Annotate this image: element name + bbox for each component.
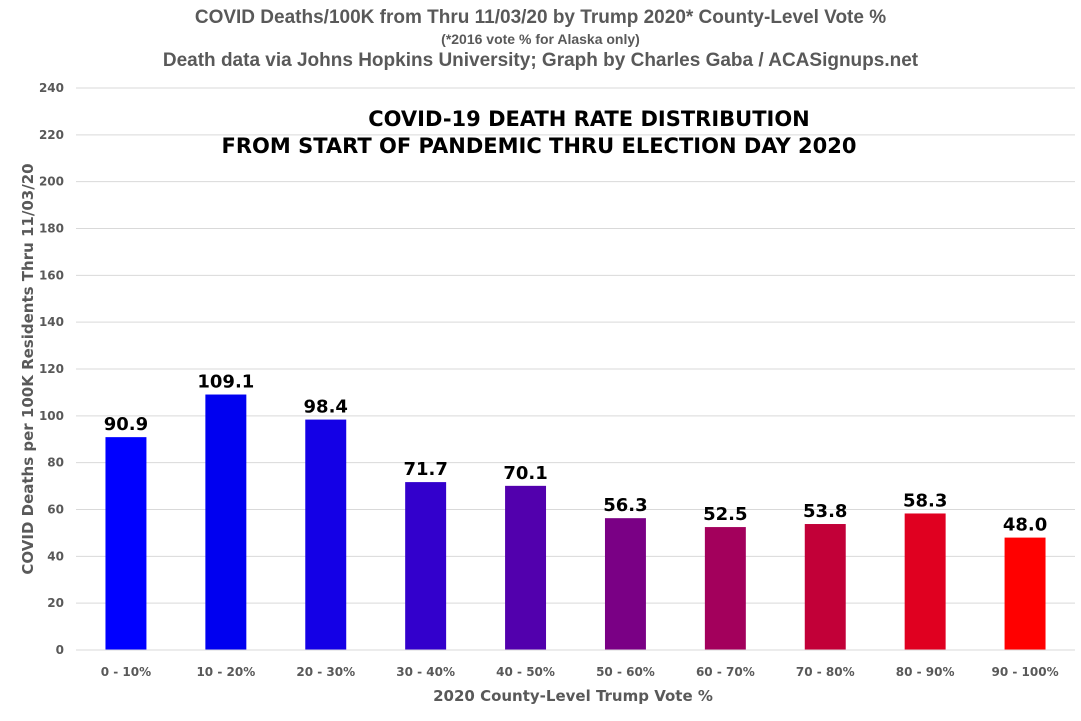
y-tick-label: 0 [56, 643, 64, 657]
y-tick-label: 160 [39, 268, 64, 282]
bar [105, 437, 147, 650]
x-tick-label: 60 - 70% [696, 665, 755, 679]
y-tick-label: 220 [39, 128, 64, 142]
data-label: 109.1 [197, 372, 254, 393]
data-label: 90.9 [104, 414, 148, 435]
y-tick-label: 80 [47, 456, 64, 470]
x-tick-label: 20 - 30% [296, 665, 355, 679]
data-label: 58.3 [903, 490, 947, 511]
bar [305, 419, 347, 650]
x-tick-label: 90 - 100% [991, 665, 1058, 679]
data-label: 98.4 [304, 397, 348, 418]
x-tick-label: 0 - 10% [101, 665, 151, 679]
chart-header-line-2: (*2016 vote % for Alaska only) [441, 31, 640, 47]
bar [205, 394, 247, 650]
data-labels: 90.9 109.1 98.4 71.7 70.1 56.3 52.5 53.8 58.3 48.… [104, 372, 1048, 536]
x-axis-ticks: 0 - 10% 10 - 20% 20 - 30% 30 - 40% 40 - 50% 5… [101, 665, 1059, 679]
y-tick-label: 20 [47, 596, 64, 610]
chart-subtitle: FROM START OF PANDEMIC THRU ELECTION DAY… [222, 134, 857, 158]
y-tick-label: 200 [39, 175, 64, 189]
data-label: 71.7 [403, 459, 447, 480]
x-tick-label: 70 - 80% [796, 665, 855, 679]
x-tick-label: 10 - 20% [196, 665, 255, 679]
data-label: 53.8 [803, 501, 847, 522]
data-label: 56.3 [603, 495, 647, 516]
y-axis-title: COVID Deaths per 100K Residents Thru 11/… [19, 163, 37, 574]
y-tick-label: 40 [47, 549, 64, 563]
chart-title: COVID-19 DEATH RATE DISTRIBUTION [368, 107, 810, 131]
bar [604, 518, 646, 650]
bar [505, 485, 547, 650]
bar [804, 524, 846, 650]
y-tick-label: 120 [39, 362, 64, 376]
bars [105, 394, 1046, 650]
x-tick-label: 40 - 50% [496, 665, 555, 679]
bar [405, 482, 447, 650]
y-tick-label: 100 [39, 409, 64, 423]
x-tick-label: 80 - 90% [896, 665, 955, 679]
chart-header-line-1: COVID Deaths/100K from Thru 11/03/20 by … [194, 7, 887, 28]
bar [904, 513, 946, 650]
y-tick-label: 60 [47, 503, 64, 517]
y-axis-ticks: 0 20 40 60 80 100 120 140 160 180 200 220 240 [39, 81, 64, 657]
bar [704, 527, 746, 650]
chart-header-line-3: Death data via Johns Hopkins University;… [162, 50, 919, 71]
data-label: 52.5 [703, 504, 747, 525]
bar [1004, 537, 1046, 650]
data-label: 70.1 [503, 463, 547, 484]
x-tick-label: 50 - 60% [596, 665, 655, 679]
y-tick-label: 140 [39, 315, 64, 329]
x-axis-title: 2020 County-Level Trump Vote % [433, 687, 713, 705]
y-tick-label: 180 [39, 222, 64, 236]
y-tick-label: 240 [39, 81, 64, 95]
data-label: 48.0 [1003, 515, 1047, 536]
x-tick-label: 30 - 40% [396, 665, 455, 679]
